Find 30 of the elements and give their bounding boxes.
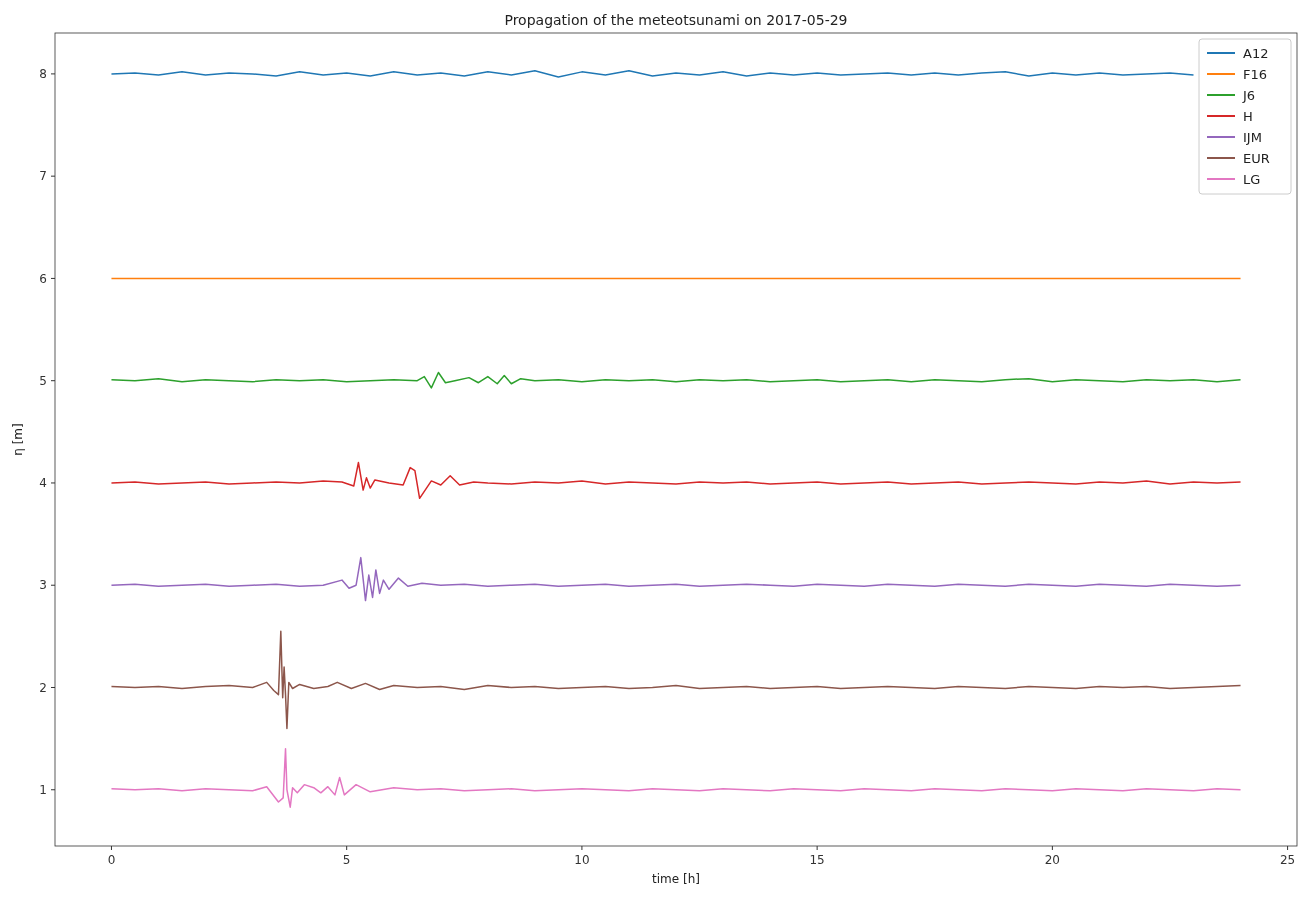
y-tick-label: 3 xyxy=(39,578,47,593)
legend-label: J6 xyxy=(1242,87,1256,103)
legend-label: EUR xyxy=(1243,150,1270,166)
y-tick-label: 6 xyxy=(39,271,47,286)
x-tick-label: 0 xyxy=(107,853,116,867)
y-axis-title: η [m] xyxy=(11,423,25,456)
x-axis-title: time [h] xyxy=(652,872,700,886)
chart-title: Propagation of the meteotsunami on 2017-05-29 xyxy=(504,12,848,28)
y-tick-label: 1 xyxy=(39,782,47,797)
y-tick-label: 4 xyxy=(39,476,47,491)
legend-label: H xyxy=(1243,108,1253,124)
y-tick-label: 5 xyxy=(39,373,47,388)
x-tick-label: 5 xyxy=(342,853,351,867)
x-tick-label: 10 xyxy=(574,853,590,867)
legend-label: A12 xyxy=(1243,45,1269,61)
legend-label: IJM xyxy=(1243,129,1262,145)
line-series xyxy=(110,70,1195,78)
x-tick-label: 15 xyxy=(809,853,825,867)
y-tick-label: 8 xyxy=(39,67,47,82)
line-series xyxy=(110,461,1242,500)
legend-label: F16 xyxy=(1243,66,1268,82)
line-series xyxy=(110,748,1242,808)
x-tick-label: 25 xyxy=(1279,853,1296,867)
line-series xyxy=(110,630,1242,730)
line-series xyxy=(110,371,1242,389)
x-tick-label: 20 xyxy=(1044,853,1060,867)
legend-label: LG xyxy=(1243,171,1261,187)
y-tick-label: 7 xyxy=(39,169,47,184)
line-series xyxy=(110,556,1242,602)
y-tick-label: 2 xyxy=(39,680,47,695)
